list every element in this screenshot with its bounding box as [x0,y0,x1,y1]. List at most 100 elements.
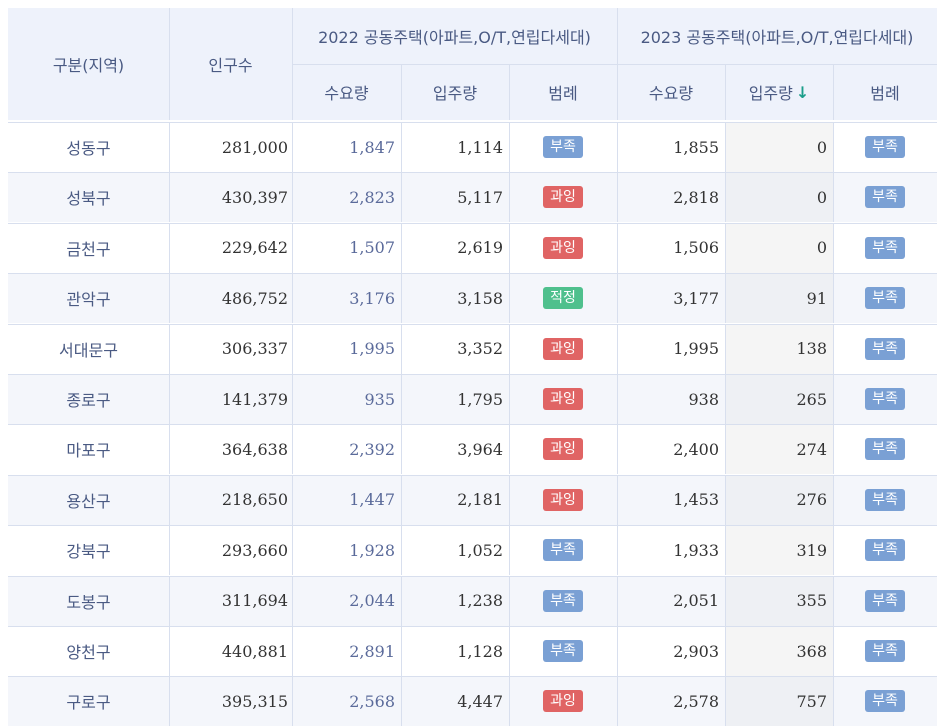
header-col-divider [169,8,170,120]
supply-2022-cell: 2,619 [457,238,503,258]
demand-2022-cell: 2,568 [349,691,395,711]
table-header: 구분(지역) 인구수 2022 공동주택(아파트,O/T,연립다세대) 2023… [8,8,937,120]
col-divider [169,323,170,374]
col-divider [509,626,510,676]
col-divider [401,172,402,223]
table-row[interactable]: 양천구 440,881 2,891 1,128 부족 2,903 368 부족 [8,626,937,676]
header-supply-2023[interactable]: 입주량 ↓ [725,64,833,120]
population-cell: 395,315 [221,691,288,711]
col-divider [509,122,510,172]
demand-2023-cell: 1,995 [673,339,719,359]
header-region[interactable]: 구분(지역) [52,56,125,75]
col-divider [617,626,618,676]
row-divider [8,474,937,476]
col-divider [617,525,618,576]
table-row[interactable]: 강북구 293,660 1,928 1,052 부족 1,933 319 부족 [8,525,937,576]
col-divider [509,474,510,525]
demand-2022-cell: 1,507 [349,238,395,258]
status-badge: 부족 [865,186,905,209]
supply-2023-cell: 276 [725,474,833,525]
legend-2023-cell: 부족 [833,525,937,575]
col-divider [833,626,834,676]
table-row[interactable]: 성동구 281,000 1,847 1,114 부족 1,855 0 부족 [8,122,937,172]
population-cell: 486,752 [221,288,288,308]
status-badge: 부족 [865,236,905,259]
legend-2022-cell: 과잉 [509,475,617,525]
col-divider [509,525,510,576]
status-badge: 부족 [865,287,905,310]
col-divider [401,374,402,424]
status-badge: 과잉 [543,438,583,461]
region-cell: 마포구 [66,441,111,461]
col-divider [833,323,834,374]
table-row[interactable]: 종로구 141,379 935 1,795 과잉 938 265 부족 [8,374,937,424]
col-divider [292,575,293,626]
demand-2022-cell: 3,176 [349,288,395,308]
legend-2022-cell: 부족 [509,576,617,626]
demand-2023-cell: 2,818 [673,187,719,207]
region-cell: 금천구 [66,239,111,259]
population-cell: 364,638 [221,439,288,459]
demand-2022-cell: 1,995 [349,339,395,359]
status-badge: 과잉 [543,337,583,360]
table-row[interactable]: 구로구 395,315 2,568 4,447 과잉 2,578 757 부족 [8,676,937,726]
col-divider [401,323,402,374]
population-cell: 293,660 [221,540,288,560]
col-divider [725,172,726,223]
header-legend-2022: 범례 [548,84,578,103]
header-col-divider [833,64,834,120]
demand-2022-cell: 2,044 [349,591,395,611]
header-demand-2023[interactable]: 수요량 [648,84,694,103]
supply-2023-cell: 355 [725,575,833,626]
supply-2022-cell: 3,964 [457,439,503,459]
row-divider [8,424,937,426]
col-divider [617,374,618,424]
legend-2022-cell: 과잉 [509,424,617,474]
col-divider [725,676,726,726]
supply-2023-cell: 0 [725,172,833,223]
table-row[interactable]: 관악구 486,752 3,176 3,158 적정 3,177 91 부족 [8,273,937,324]
col-divider [401,676,402,726]
col-divider [169,273,170,324]
col-divider [617,323,618,374]
legend-2023-cell: 부족 [833,122,937,172]
col-divider [169,626,170,676]
status-badge: 과잉 [543,690,583,713]
legend-2023-cell: 부족 [833,324,937,374]
table-row[interactable]: 용산구 218,650 1,447 2,181 과잉 1,453 276 부족 [8,474,937,525]
header-population[interactable]: 인구수 [208,56,253,75]
table-row[interactable]: 금천구 229,642 1,507 2,619 과잉 1,506 0 부족 [8,222,937,273]
legend-2023-cell: 부족 [833,676,937,726]
col-divider [401,474,402,525]
demand-2022-cell: 1,928 [349,540,395,560]
population-cell: 430,397 [221,187,288,207]
col-divider [617,676,618,726]
header-demand-2022[interactable]: 수요량 [324,84,369,103]
col-divider [169,122,170,172]
status-badge: 과잉 [543,186,583,209]
col-divider [169,575,170,626]
table-row[interactable]: 도봉구 311,694 2,044 1,238 부족 2,051 355 부족 [8,575,937,626]
col-divider [833,273,834,324]
status-badge: 부족 [865,690,905,713]
sort-down-icon[interactable]: ↓ [795,82,810,102]
table-row[interactable]: 성북구 430,397 2,823 5,117 과잉 2,818 0 부족 [8,172,937,223]
header-supply-2023-label: 입주량 [748,84,793,103]
status-badge: 부족 [543,640,583,662]
legend-2023-cell: 부족 [833,475,937,525]
col-divider [509,676,510,726]
status-badge: 부족 [865,337,905,360]
legend-2022-cell: 과잉 [509,223,617,273]
table-row[interactable]: 마포구 364,638 2,392 3,964 과잉 2,400 274 부족 [8,424,937,475]
region-cell: 관악구 [66,290,111,310]
row-divider [8,222,937,224]
col-divider [509,424,510,475]
table-row[interactable]: 서대문구 306,337 1,995 3,352 과잉 1,995 138 부족 [8,323,937,374]
legend-2022-cell: 과잉 [509,324,617,374]
col-divider [617,474,618,525]
demand-2023-cell: 2,051 [673,591,719,611]
col-divider [401,626,402,676]
header-supply-2022[interactable]: 입주량 [432,84,478,103]
row-divider [8,172,937,174]
row-divider [8,676,937,678]
